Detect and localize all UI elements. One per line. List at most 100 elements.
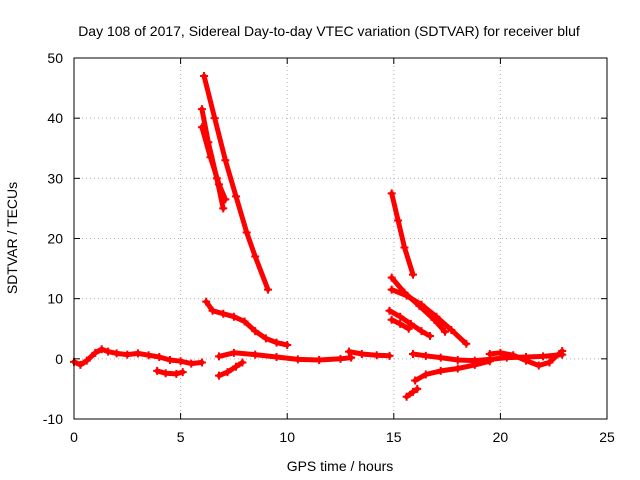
data-point (264, 285, 273, 294)
data-point (534, 361, 543, 370)
data-point (219, 309, 228, 318)
data-point (272, 338, 281, 347)
series-line (410, 351, 565, 364)
data-point (293, 355, 302, 364)
data-point (372, 351, 381, 360)
data-point (214, 371, 223, 380)
y-tick-label: 0 (55, 351, 63, 367)
arc-steep-6h-a (200, 72, 273, 294)
x-tick-label: 20 (493, 429, 509, 445)
x-tick-label: 0 (70, 429, 78, 445)
data-point (462, 339, 471, 348)
data-point (402, 291, 411, 300)
data-point (221, 156, 230, 165)
data-point (208, 306, 217, 315)
data-point (496, 348, 505, 357)
data-point (485, 357, 494, 366)
data-point (104, 347, 113, 356)
data-point (417, 300, 426, 309)
series-line (346, 349, 392, 359)
data-point (214, 352, 223, 361)
chart-title: Day 108 of 2017, Sidereal Day-to-day VTE… (78, 23, 580, 39)
data-point (165, 356, 174, 365)
data-point (76, 360, 85, 369)
data-point (453, 364, 462, 373)
arc-13-15h (345, 347, 394, 360)
arc-slope-15h-c (385, 306, 435, 340)
data-point (396, 319, 405, 328)
data-point (172, 369, 181, 378)
data-point (447, 325, 456, 334)
data-point (347, 353, 356, 362)
data-point (219, 204, 228, 213)
data-point (436, 366, 445, 375)
data-point (176, 357, 185, 366)
data-point (404, 324, 413, 333)
data-point (238, 358, 247, 367)
data-point (436, 353, 445, 362)
data-point (187, 359, 196, 368)
arc-dip-4h (153, 366, 187, 378)
data-point (214, 180, 223, 189)
data-point (229, 348, 238, 357)
x-tick-label: 25 (599, 429, 615, 445)
data-point (387, 315, 396, 324)
y-tick-label: 30 (47, 170, 63, 186)
data-point (91, 348, 100, 357)
data-point (345, 347, 354, 356)
x-ticks: 0 5 10 15 20 25 (70, 58, 615, 445)
arc-steep-15h (387, 189, 417, 279)
data-point (421, 351, 430, 360)
series-line (216, 359, 245, 379)
data-point (521, 356, 530, 365)
data-point (261, 334, 270, 343)
data-point (155, 353, 164, 362)
arc-slope-15h-d (387, 315, 413, 333)
series-line (389, 190, 416, 278)
data-point (385, 306, 394, 315)
arc-min-16h (402, 384, 422, 401)
data-point (400, 243, 409, 252)
data-point (426, 331, 435, 340)
data-point (440, 327, 449, 336)
y-tick-label: 50 (47, 50, 63, 66)
data-point (197, 123, 206, 132)
data-point (558, 347, 567, 356)
data-point (206, 153, 215, 162)
data-point (251, 350, 260, 359)
data-traces (70, 72, 567, 401)
x-tick-label: 10 (279, 429, 295, 445)
arc-decay-6h (202, 297, 292, 349)
data-point (161, 369, 170, 378)
data-point (336, 354, 345, 363)
data-point (387, 273, 396, 282)
data-point (272, 353, 281, 362)
data-point (408, 387, 417, 396)
data-point (251, 252, 260, 261)
series-line (199, 124, 228, 202)
data-point (197, 358, 206, 367)
data-point (411, 376, 420, 385)
data-point (197, 105, 206, 114)
x-tick-label: 15 (386, 429, 402, 445)
data-point (394, 216, 403, 225)
series-line (201, 73, 271, 293)
y-axis-label: SDTVAR / TECUs (4, 182, 20, 294)
arc-low-7h (214, 358, 247, 380)
data-point (242, 228, 251, 237)
arc-steep-6h-c (197, 123, 230, 204)
arc-midday (214, 348, 356, 365)
y-tick-label: 10 (47, 291, 63, 307)
y-tick-label: 40 (47, 110, 63, 126)
data-point (417, 327, 426, 336)
data-point (240, 317, 249, 326)
data-point (133, 349, 142, 358)
x-axis-label: GPS time / hours (287, 458, 394, 474)
data-point (178, 368, 187, 377)
arc-evening-noise (485, 347, 567, 370)
data-point (387, 285, 396, 294)
data-point (144, 351, 153, 360)
data-point (229, 312, 238, 321)
data-point (82, 356, 91, 365)
